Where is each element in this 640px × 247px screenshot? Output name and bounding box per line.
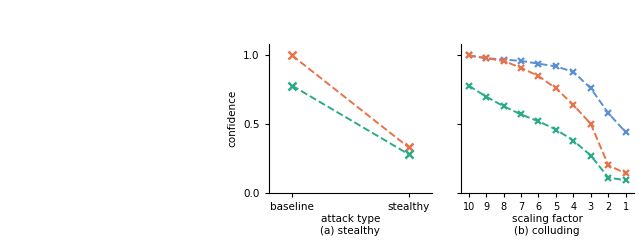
X-axis label: scaling factor
(b) colluding: scaling factor (b) colluding [512, 214, 582, 236]
X-axis label: attack type
(a) stealthy: attack type (a) stealthy [321, 214, 380, 236]
Y-axis label: confidence: confidence [228, 90, 237, 147]
